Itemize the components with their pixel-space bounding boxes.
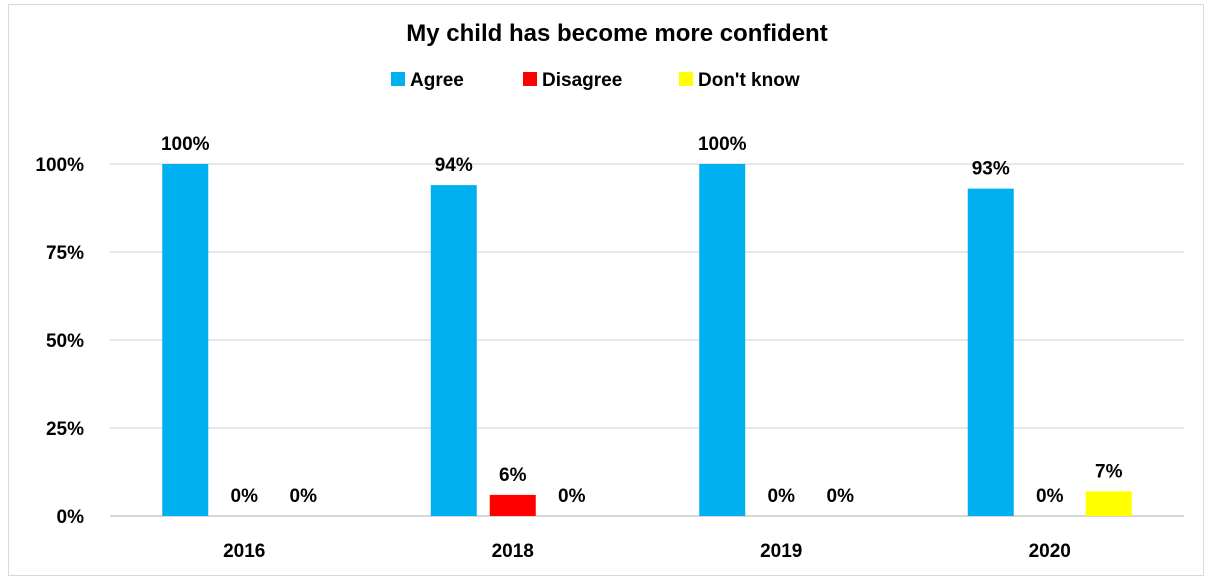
legend-swatch-1 [523,72,537,86]
y-tick-label: 0% [57,507,85,528]
legend-swatch-0 [391,72,405,86]
data-label: 94% [435,155,473,176]
data-label: 93% [972,159,1010,180]
data-label: 7% [1095,461,1123,482]
y-tick-label: 50% [46,331,84,352]
bar-agree-2020 [967,188,1014,516]
y-tick-label: 25% [46,419,84,440]
data-label: 6% [499,465,527,486]
bar-don-t-know-2020 [1085,491,1132,516]
data-labels: 100% 0% 0% 94% 6% 0% 100% 0% 0% 93% 0% 7% [161,134,1123,507]
x-tick-label: 2016 [223,541,265,562]
gridlines [110,163,1184,517]
legend: Agree Disagree Don't know [391,70,800,91]
x-tick-label: 2020 [1029,541,1071,562]
y-axis-ticks: 0% 25% 50% 75% 100% [35,155,84,528]
legend-label-0: Agree [410,70,464,91]
data-label: 100% [698,134,747,155]
data-label: 0% [1036,486,1064,507]
bar-agree-2018 [430,185,477,516]
data-label: 0% [290,486,318,507]
chart-title: My child has become more confident [406,20,827,47]
bar-disagree-2018 [489,494,536,516]
data-label: 100% [161,134,210,155]
legend-swatch-2 [679,72,693,86]
y-tick-label: 100% [35,155,84,176]
data-label: 0% [768,486,796,507]
legend-label-1: Disagree [542,70,622,91]
y-tick-label: 75% [46,243,84,264]
x-tick-label: 2018 [492,541,534,562]
x-tick-label: 2019 [760,541,802,562]
data-label: 0% [827,486,855,507]
bar-agree-2019 [699,164,746,516]
bar-agree-2016 [162,164,209,516]
data-label: 0% [231,486,259,507]
legend-label-2: Don't know [698,70,800,91]
x-axis-ticks: 2016 2018 2019 2020 [223,541,1071,562]
bars [162,164,1132,516]
data-label: 0% [558,486,586,507]
